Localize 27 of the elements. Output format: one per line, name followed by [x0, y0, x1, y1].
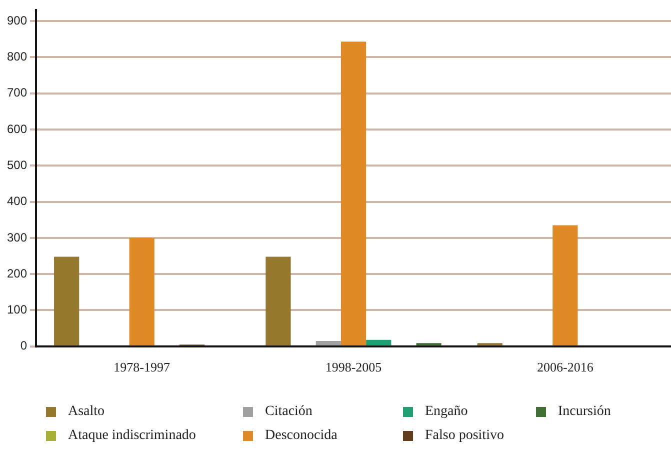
y-tick-label: 700 [6, 86, 28, 100]
x-tick-label: 1998-2005 [325, 360, 382, 375]
y-tick-label: 600 [6, 122, 28, 136]
y-tick-label: 100 [6, 302, 28, 317]
x-tick-label: 1978-1997 [114, 360, 171, 375]
bar [316, 340, 341, 346]
bar [266, 256, 291, 346]
legend-label: Citación [265, 404, 312, 420]
bar [366, 340, 392, 346]
bar [552, 225, 578, 346]
y-tick-label: 800 [6, 50, 28, 64]
legend-label: Engaño [425, 404, 468, 420]
y-tick-label: 900 [6, 13, 28, 28]
y-tick-label: 300 [6, 230, 28, 244]
legend-label: Falso positivo [425, 428, 504, 444]
y-tick-label: 500 [6, 158, 28, 172]
legend-label: Incursión [558, 404, 611, 420]
legend-label: Asalto [68, 404, 105, 420]
x-tick-label: 2006-2016 [537, 360, 594, 375]
y-tick-label: 200 [6, 266, 28, 280]
legend-label: Ataque indiscriminado [68, 428, 196, 444]
legend-label: Desconocida [265, 428, 338, 444]
y-tick-label: 0 [20, 338, 28, 353]
bar [54, 256, 80, 346]
y-tick-label: 400 [6, 194, 28, 208]
bar [129, 238, 154, 346]
bar [340, 42, 366, 346]
